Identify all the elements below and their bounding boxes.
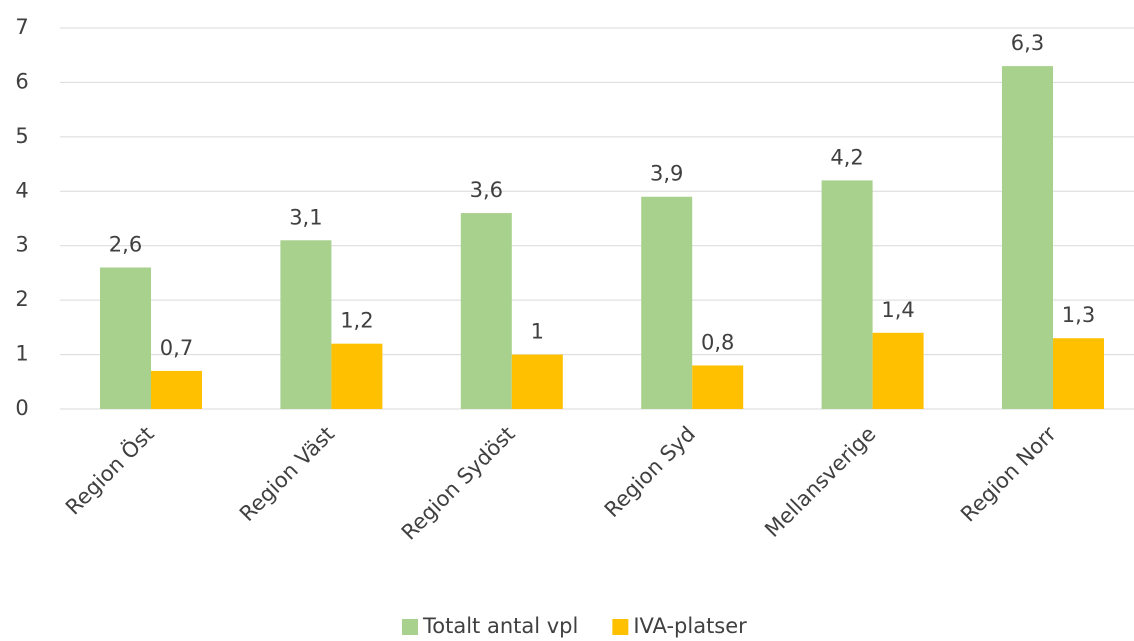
bar	[511, 354, 563, 409]
legend-label: IVA-platser	[633, 614, 747, 638]
x-tick-label: Region Norr	[956, 422, 1061, 527]
data-label: 0,7	[160, 336, 193, 360]
bar	[280, 240, 332, 409]
data-label: 0,8	[701, 330, 734, 354]
y-tick-label: 1	[15, 342, 28, 366]
data-label: 6,3	[1011, 31, 1044, 55]
bar	[692, 365, 744, 409]
bar	[821, 180, 873, 409]
y-tick-label: 3	[15, 233, 28, 257]
data-label: 1	[531, 320, 544, 344]
data-label: 3,6	[470, 178, 503, 202]
data-label: 1,3	[1062, 303, 1095, 327]
y-tick-label: 2	[15, 287, 28, 311]
y-tick-label: 4	[15, 178, 28, 202]
x-tick-label: Region Sydöst	[397, 422, 520, 545]
bar	[641, 196, 693, 409]
bar	[460, 213, 512, 409]
bar	[1002, 66, 1053, 409]
bar	[872, 332, 924, 409]
legend-swatch	[402, 619, 418, 635]
bar	[1053, 338, 1104, 409]
bar	[331, 343, 383, 409]
x-tick-label: Region Väst	[235, 422, 339, 526]
legend-label: Totalt antal vpl	[422, 614, 578, 638]
y-tick-label: 0	[15, 396, 28, 420]
y-tick-label: 5	[15, 124, 28, 148]
data-label: 3,9	[650, 162, 683, 186]
data-label: 1,2	[340, 309, 373, 333]
data-label: 3,1	[289, 205, 322, 229]
y-tick-label: 7	[15, 15, 28, 39]
bar	[100, 267, 151, 409]
x-tick-label: Region Öst	[60, 421, 158, 519]
y-tick-label: 6	[15, 69, 28, 93]
x-tick-label: Mellansverige	[760, 422, 880, 542]
data-label: 4,2	[830, 145, 863, 169]
data-label: 2,6	[109, 232, 142, 256]
bar	[151, 370, 202, 409]
x-tick-label: Region Syd	[600, 422, 700, 522]
legend-swatch	[612, 619, 629, 635]
data-label: 1,4	[881, 298, 914, 322]
